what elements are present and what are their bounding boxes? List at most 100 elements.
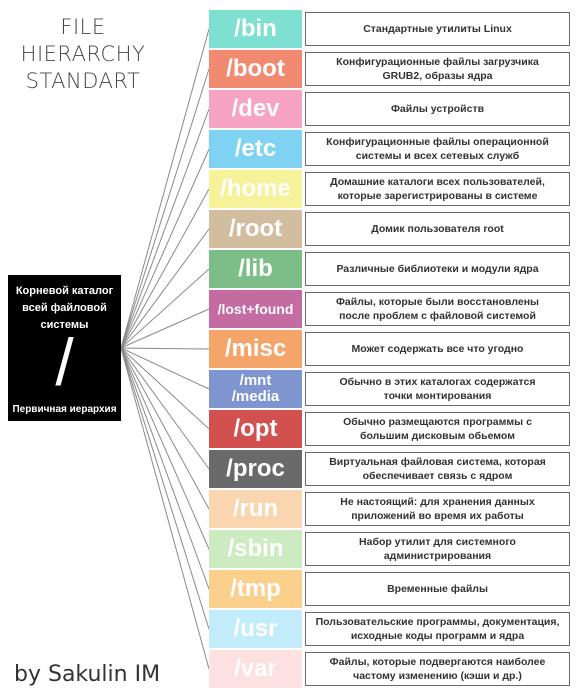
directory-name: /misc bbox=[224, 335, 287, 362]
directory-description: Виртуальная файловая система, которая обе… bbox=[305, 452, 570, 486]
root-label: Корневой каталог всей файловой системы bbox=[8, 283, 121, 334]
directory-description: Различные библиотеки и модули ядра bbox=[305, 252, 570, 286]
connector-line bbox=[120, 347, 210, 550]
directory-name: /proc bbox=[226, 455, 285, 482]
directory-box: /lost+found bbox=[209, 290, 302, 328]
directory-description: Не настоящий: для хранения данных приложе… bbox=[305, 492, 570, 526]
root-slash: / bbox=[55, 325, 74, 399]
connector-line bbox=[120, 108, 210, 349]
directory-description: Файлы, которые подвергаются наиболее част… bbox=[305, 652, 570, 686]
directory-name: /home bbox=[220, 175, 291, 202]
directory-box: /proc bbox=[209, 450, 302, 488]
directory-description: Файлы, которые были восстановлены после п… bbox=[305, 292, 570, 326]
directory-box: /home bbox=[209, 170, 302, 208]
connector-line bbox=[120, 347, 210, 470]
directory-name: /var bbox=[234, 655, 277, 682]
root-label-line: Корневой каталог bbox=[15, 285, 114, 297]
description-line: Не настоящий: для хранения данных bbox=[340, 496, 535, 508]
directory-box: /var bbox=[209, 650, 302, 688]
connector-line bbox=[120, 148, 210, 349]
description-line: администрирования bbox=[383, 550, 492, 562]
directory-name: /opt bbox=[233, 415, 278, 442]
connector-line bbox=[120, 347, 210, 670]
description-line: Файлы устройств bbox=[390, 103, 485, 115]
directory-description: Временные файлы bbox=[305, 572, 570, 606]
connector-line bbox=[120, 28, 210, 349]
directory-description: Домик пользователя root bbox=[305, 212, 570, 246]
description-line: исходные коды программ и ядра bbox=[350, 630, 525, 642]
description-line: Конфигурационные файлы операционной bbox=[326, 136, 549, 148]
connector-line bbox=[120, 308, 210, 349]
connector-line bbox=[120, 228, 210, 349]
directory-name: /usr bbox=[233, 615, 278, 642]
connector-line bbox=[120, 347, 210, 630]
description-line: приложений во время их работы bbox=[351, 510, 524, 522]
directory-box: /etc bbox=[209, 130, 302, 168]
connector-line bbox=[120, 68, 210, 349]
connector-line bbox=[120, 188, 210, 349]
description-line: Обычно в этих каталогах содержатся bbox=[339, 376, 536, 388]
description-line: обеспечивает связь с ядром bbox=[362, 470, 513, 482]
description-line: которые зарегистрированы в системе bbox=[337, 190, 538, 202]
description-line: Временные файлы bbox=[387, 583, 488, 595]
description-line: частому изменению (кэши и др.) bbox=[353, 670, 522, 682]
description-line: Виртуальная файловая система, которая bbox=[329, 456, 546, 468]
description-line: большим дисковым обьемом bbox=[360, 430, 515, 442]
connector-line bbox=[120, 347, 210, 430]
directory-box: /misc bbox=[209, 330, 302, 368]
directory-name: /bin bbox=[234, 15, 277, 42]
title-line: FILE bbox=[60, 15, 106, 39]
directory-box: /run bbox=[209, 490, 302, 528]
title-line: HIERARCHY bbox=[20, 42, 146, 66]
root-sublabel: Первичная иерархия bbox=[12, 404, 117, 415]
directory-box: /dev bbox=[209, 90, 302, 128]
directory-name: /etc bbox=[234, 135, 277, 162]
directory-description: Набор утилит для системного администриров… bbox=[305, 532, 570, 566]
description-line: после проблем с файловой системой bbox=[339, 310, 536, 322]
directory-description: Обычно размещаются программы с большим ди… bbox=[305, 412, 570, 446]
directory-box: /tmp bbox=[209, 570, 302, 608]
description-line: Набор утилит для системного bbox=[359, 536, 516, 548]
root-label-line: системы bbox=[40, 319, 89, 331]
directory-box: /usr bbox=[209, 610, 302, 648]
description-line: Домашние каталоги всех пользователей, bbox=[330, 176, 545, 188]
description-line: Обычно размещаются программы с bbox=[343, 416, 532, 428]
directory-name: /dev bbox=[231, 95, 280, 122]
connector-line bbox=[120, 347, 210, 590]
description-line: Стандартные утилиты Linux bbox=[363, 23, 512, 35]
description-line: Файлы, которые подвергаются наиболее bbox=[329, 656, 546, 668]
directory-box: /mnt /media bbox=[209, 370, 302, 408]
directory-description: Может содержать все что угодно bbox=[305, 332, 570, 366]
directory-description: Стандартные утилиты Linux bbox=[305, 12, 570, 46]
description-line: GRUB2, образы ядра bbox=[382, 70, 493, 82]
description-line: Файлы, которые были восстановлены bbox=[335, 296, 540, 308]
description-line: Пользовательские программы, документация… bbox=[315, 616, 560, 628]
directory-box: /bin bbox=[209, 10, 302, 48]
directory-box: /boot bbox=[209, 50, 302, 88]
directory-name: /run bbox=[232, 495, 279, 522]
directory-name: /root bbox=[228, 215, 283, 242]
directory-description: Конфигурационные файлы загрузчика GRUB2, … bbox=[305, 52, 570, 86]
connector-line bbox=[120, 347, 210, 350]
author-credit: by Sakulin IM bbox=[14, 662, 161, 687]
diagram-title: FILE HIERARCHY STANDART bbox=[8, 14, 158, 95]
directory-box: /lib bbox=[209, 250, 302, 288]
description-line: Домик пользователя root bbox=[371, 223, 504, 235]
root-label-line: всей файловой bbox=[22, 302, 107, 314]
directory-box: /root bbox=[209, 210, 302, 248]
directory-description: Домашние каталоги всех пользователей, кот… bbox=[305, 172, 570, 206]
directory-name: /tmp bbox=[230, 575, 281, 602]
directory-name: /boot bbox=[226, 55, 285, 82]
description-line: Конфигурационные файлы загрузчика bbox=[336, 56, 539, 68]
directory-description: Конфигурационные файлы операционной систе… bbox=[305, 132, 570, 166]
root-directory-box: Корневой каталог всей файловой системы /… bbox=[8, 275, 121, 421]
directory-box: /sbin bbox=[209, 530, 302, 568]
connector-line bbox=[120, 268, 210, 349]
description-line: Может содержать все что угодно bbox=[351, 343, 524, 355]
description-line: Различные библиотеки и модули ядра bbox=[336, 263, 539, 275]
directory-description: Пользовательские программы, документация… bbox=[305, 612, 570, 646]
description-line: точки монтирования bbox=[383, 390, 492, 402]
connector-line bbox=[120, 347, 210, 390]
directory-box: /opt bbox=[209, 410, 302, 448]
